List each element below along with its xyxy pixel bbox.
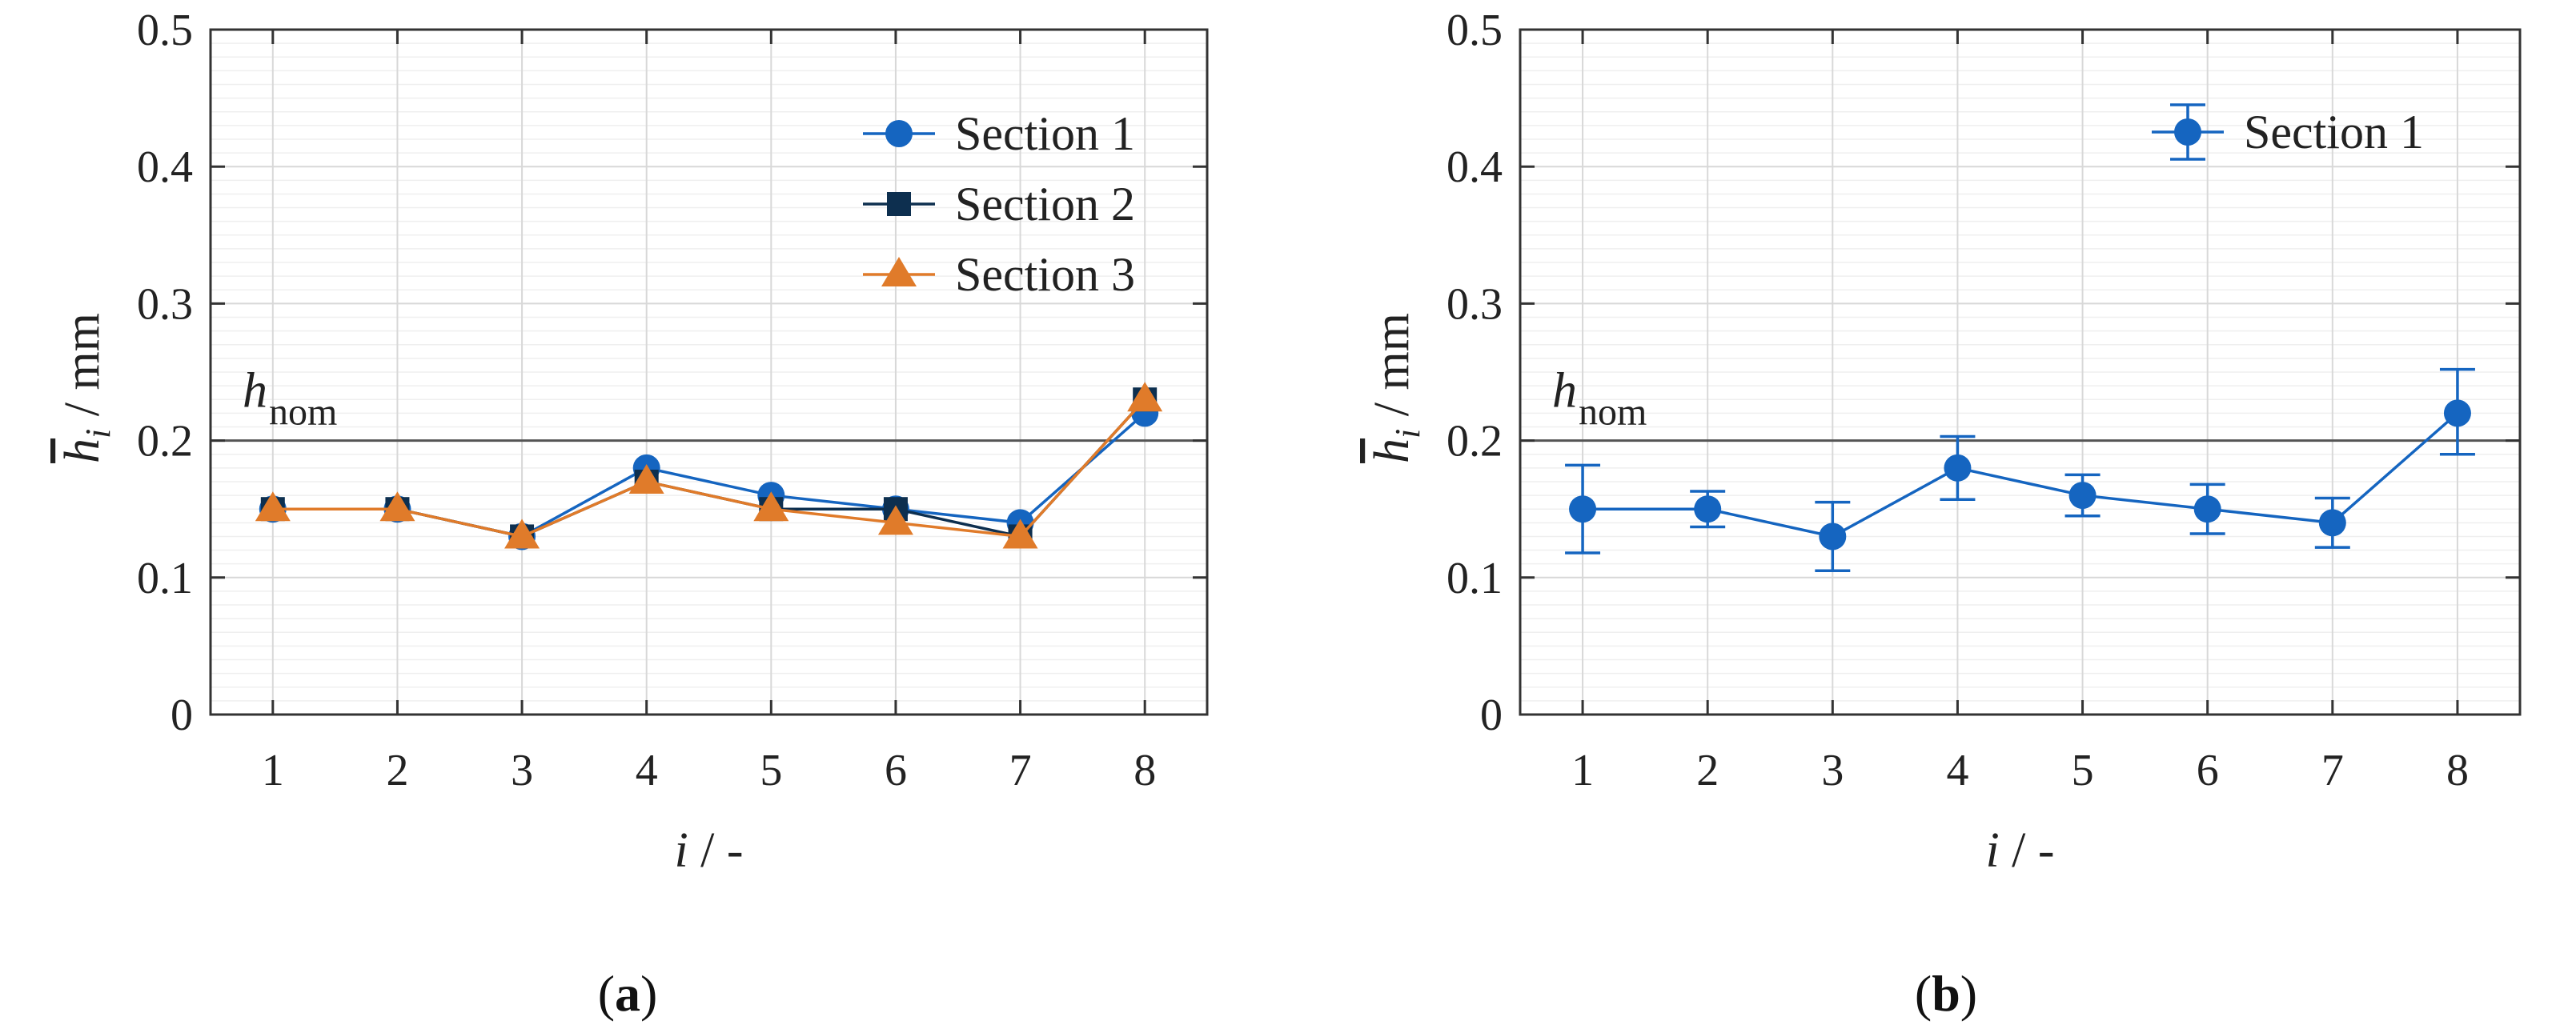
data-point: [877, 505, 913, 535]
y-axis-label-unit: / mm: [1365, 313, 1419, 429]
y-tick-label: 0.5: [1446, 6, 1503, 55]
legend-item: Section 3: [863, 248, 1135, 301]
panel-label-letter: a: [615, 965, 640, 1022]
x-tick-label: 8: [1134, 746, 1156, 795]
series-section-1: [1565, 367, 2475, 572]
x-tick-label: 6: [2197, 746, 2219, 795]
panel-label: (b): [1915, 965, 1977, 1022]
data-point: [2068, 482, 2097, 510]
x-tick-label: 5: [760, 746, 782, 795]
y-tick-label: 0.1: [1446, 554, 1503, 603]
legend-label: Section 1: [955, 107, 1135, 160]
panel-label-open: (: [1915, 965, 1932, 1022]
panel-label: (a): [598, 965, 658, 1022]
y-tick-label: 0: [171, 691, 193, 740]
y-tick-label: 0.4: [1446, 142, 1503, 192]
y-axis-label-unit: / mm: [55, 313, 110, 429]
panel-label-open: (: [598, 965, 615, 1022]
x-tick-label: 5: [2072, 746, 2094, 795]
data-point: [255, 491, 291, 522]
data-point: [1694, 495, 1722, 523]
y-tick-label: 0.4: [137, 142, 193, 192]
x-axis-label-var: i: [1985, 823, 1999, 878]
reference-label-hnom: hnom: [1552, 364, 1647, 434]
x-tick-label: 1: [1571, 746, 1594, 795]
data-point: [2193, 495, 2221, 523]
y-tick-label: 0: [1480, 691, 1503, 740]
data-point: [628, 463, 664, 494]
y-tick-label: 0.2: [1446, 417, 1503, 466]
panel-label-letter: b: [1932, 965, 1960, 1022]
legend: Section 1 Section 2 Section 3: [863, 107, 1135, 301]
reference-label-hnom: hnom: [243, 364, 337, 434]
y-axis-label: hi / mm: [1365, 313, 1427, 463]
data-point: [2443, 399, 2471, 427]
y-axis-label-sub: i: [78, 429, 118, 438]
data-point: [1002, 519, 1038, 549]
legend-marker: [2174, 118, 2201, 146]
x-axis-label-unit: / -: [688, 823, 744, 878]
x-tick-label: 2: [1696, 746, 1719, 795]
y-axis-label-var: h: [1365, 438, 1419, 463]
x-tick-label: 4: [1946, 746, 1968, 795]
legend-marker: [885, 120, 913, 147]
x-tick-label: 6: [885, 746, 907, 795]
legend-item: Section 1: [2152, 103, 2424, 161]
x-axis-label-var: i: [674, 823, 688, 878]
reference-label-main: h: [243, 364, 267, 418]
legend-label: Section 2: [955, 178, 1135, 230]
legend-label: Section 1: [2244, 106, 2424, 158]
legend-marker: [881, 257, 917, 286]
legend-item: Section 2: [863, 178, 1135, 230]
panel-label-close: ): [640, 965, 657, 1022]
x-tick-label: 4: [636, 746, 658, 795]
series-section-3: [255, 382, 1163, 549]
x-tick-label: 3: [511, 746, 533, 795]
reference-label-sub: nom: [1579, 391, 1647, 434]
axes-box: [1519, 28, 2522, 716]
data-point: [753, 491, 789, 522]
y-axis-label-var: h: [55, 438, 110, 463]
data-point: [379, 491, 415, 522]
x-tick-label: 8: [2446, 746, 2469, 795]
x-axis-label: i / -: [1985, 823, 2054, 878]
y-axis-label: hi / mm: [55, 313, 118, 463]
series-line: [1583, 412, 2459, 539]
x-axis-label-unit: / -: [2000, 823, 2055, 878]
data-point: [504, 519, 540, 549]
x-tick-label: 7: [1009, 746, 1032, 795]
axes-box: [209, 28, 1209, 716]
reference-label-sub: nom: [269, 391, 337, 434]
legend: Section 1: [2152, 103, 2424, 161]
data-point: [1819, 523, 1847, 551]
y-axis-label-sub: i: [1388, 429, 1427, 438]
panel-label-close: ): [1960, 965, 1977, 1022]
legend-label: Section 3: [955, 248, 1135, 301]
data-point: [1569, 495, 1597, 523]
x-tick-label: 1: [262, 746, 284, 795]
series-line: [272, 398, 1146, 539]
y-tick-label: 0.1: [137, 554, 193, 603]
legend-marker: [887, 192, 911, 216]
legend-item: Section 1: [863, 107, 1135, 160]
reference-label-main: h: [1552, 364, 1577, 418]
data-point: [1127, 382, 1163, 412]
x-axis-label: i / -: [674, 823, 743, 878]
y-tick-label: 0.5: [137, 6, 193, 55]
x-tick-label: 3: [1821, 746, 1844, 795]
data-point: [2318, 509, 2346, 537]
x-tick-label: 2: [386, 746, 408, 795]
y-tick-label: 0.3: [137, 279, 193, 329]
y-tick-label: 0.2: [137, 417, 193, 466]
y-tick-label: 0.3: [1446, 279, 1503, 329]
data-point: [1944, 454, 1972, 482]
x-tick-label: 7: [2321, 746, 2344, 795]
